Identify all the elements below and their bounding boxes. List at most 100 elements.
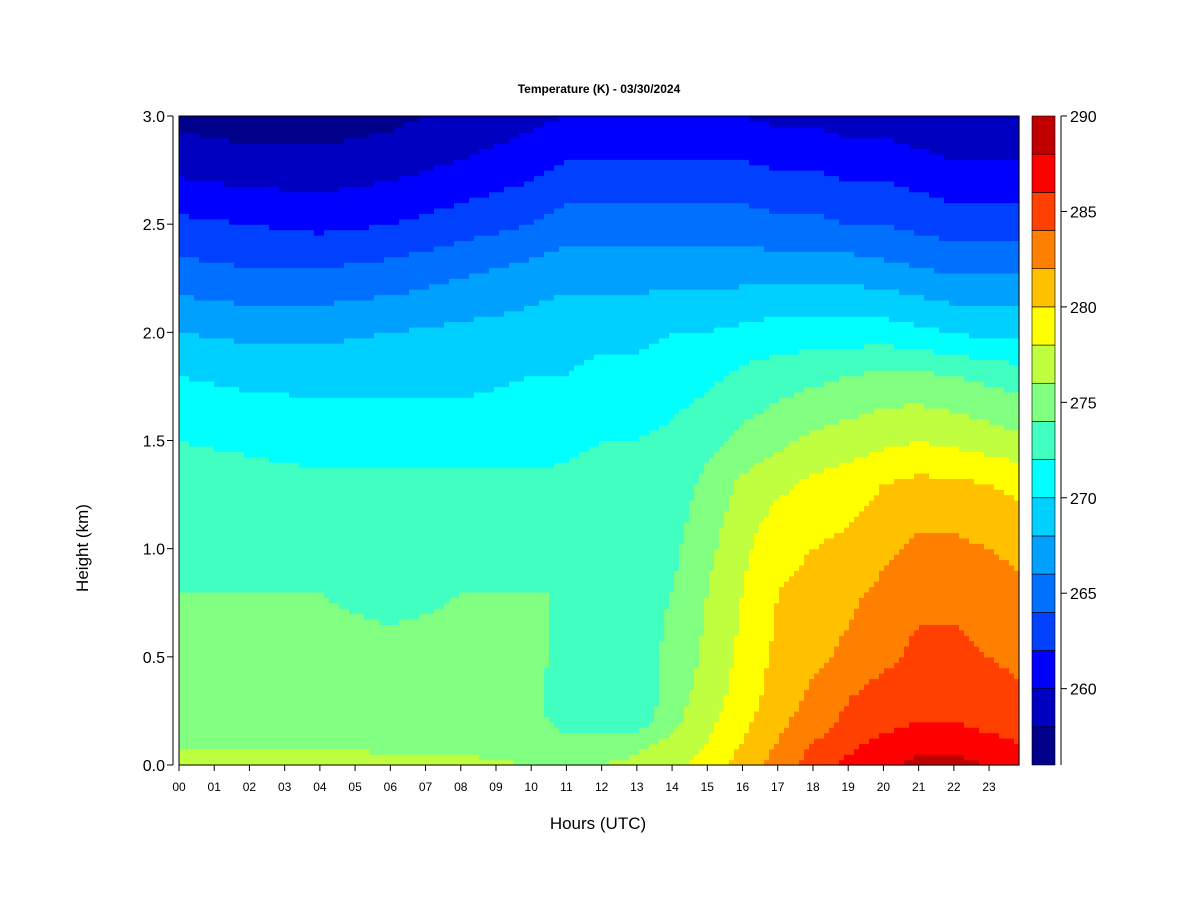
heatmap-cell xyxy=(204,430,210,436)
heatmap-cell xyxy=(239,403,245,409)
heatmap-cell xyxy=(339,365,345,371)
heatmap-cell xyxy=(359,678,365,684)
heatmap-cell xyxy=(339,186,345,192)
heatmap-cell xyxy=(234,749,240,755)
heatmap-cell xyxy=(209,662,215,668)
heatmap-cell xyxy=(379,154,385,160)
heatmap-cell xyxy=(339,392,345,398)
heatmap-cell xyxy=(229,370,235,376)
heatmap-cell xyxy=(229,327,235,333)
heatmap-cell xyxy=(354,219,360,225)
heatmap-cell xyxy=(349,322,355,328)
heatmap-cell xyxy=(214,230,220,236)
heatmap-cell xyxy=(319,554,325,560)
heatmap-cell xyxy=(289,484,295,490)
heatmap-cell xyxy=(239,311,245,317)
heatmap-cell xyxy=(339,289,345,295)
heatmap-cell xyxy=(309,559,315,565)
heatmap-cell xyxy=(214,565,220,571)
heatmap-cell xyxy=(274,121,280,127)
heatmap-cell xyxy=(359,619,365,625)
heatmap-cell xyxy=(239,619,245,625)
heatmap-cell xyxy=(274,700,280,706)
heatmap-cell xyxy=(309,213,315,219)
heatmap-cell xyxy=(229,159,235,165)
heatmap-cell xyxy=(319,116,325,122)
heatmap-cell xyxy=(244,121,250,127)
heatmap-cell xyxy=(279,468,285,474)
heatmap-cell xyxy=(289,549,295,555)
heatmap-cell xyxy=(214,203,220,209)
heatmap-cell xyxy=(249,316,255,322)
heatmap-cell xyxy=(219,673,225,679)
heatmap-cell xyxy=(284,727,290,733)
heatmap-cell xyxy=(239,630,245,636)
heatmap-cell xyxy=(314,457,320,463)
heatmap-cell xyxy=(309,673,315,679)
heatmap-cell xyxy=(254,587,260,593)
heatmap-cell xyxy=(339,468,345,474)
heatmap-cell xyxy=(299,689,305,695)
heatmap-cell xyxy=(179,603,185,609)
heatmap-cell xyxy=(324,386,330,392)
heatmap-cell xyxy=(289,657,295,663)
heatmap-cell xyxy=(309,451,315,457)
heatmap-cell xyxy=(304,462,310,468)
heatmap-cell xyxy=(184,408,190,414)
heatmap-cell xyxy=(324,294,330,300)
heatmap-cell xyxy=(269,662,275,668)
heatmap-cell xyxy=(379,338,385,344)
heatmap-cell xyxy=(379,462,385,468)
heatmap-cell xyxy=(369,549,375,555)
heatmap-cell xyxy=(264,505,270,511)
heatmap-cell xyxy=(344,500,350,506)
heatmap-cell xyxy=(309,273,315,279)
heatmap-cell xyxy=(279,457,285,463)
heatmap-cell xyxy=(349,457,355,463)
heatmap-cell xyxy=(334,230,340,236)
heatmap-cell xyxy=(264,603,270,609)
heatmap-cell xyxy=(314,673,320,679)
heatmap-cell xyxy=(249,262,255,268)
heatmap-cell xyxy=(369,441,375,447)
heatmap-cell xyxy=(249,186,255,192)
heatmap-cell xyxy=(324,581,330,587)
heatmap-cell xyxy=(349,159,355,165)
heatmap-cell xyxy=(244,170,250,176)
heatmap-cell xyxy=(284,559,290,565)
heatmap-cell xyxy=(209,624,215,630)
heatmap-cell xyxy=(384,559,390,565)
heatmap-cell xyxy=(379,489,385,495)
heatmap-cell xyxy=(339,349,345,355)
heatmap-cell xyxy=(244,257,250,263)
heatmap-cell xyxy=(209,186,215,192)
heatmap-cell xyxy=(364,527,370,533)
heatmap-cell xyxy=(294,646,300,652)
heatmap-cell xyxy=(254,581,260,587)
heatmap-cell xyxy=(314,511,320,517)
heatmap-cell xyxy=(384,651,390,657)
heatmap-cell xyxy=(329,700,335,706)
heatmap-cell xyxy=(374,462,380,468)
heatmap-cell xyxy=(319,651,325,657)
heatmap-cell xyxy=(334,262,340,268)
heatmap-cell xyxy=(309,532,315,538)
heatmap-cell xyxy=(224,738,230,744)
heatmap-cell xyxy=(254,619,260,625)
heatmap-cell xyxy=(259,495,265,501)
heatmap-cell xyxy=(359,224,365,230)
heatmap-cell xyxy=(194,722,200,728)
heatmap-cell xyxy=(279,354,285,360)
heatmap-cell xyxy=(294,441,300,447)
heatmap-cell xyxy=(229,749,235,755)
heatmap-cell xyxy=(234,554,240,560)
heatmap-cell xyxy=(314,668,320,674)
heatmap-cell xyxy=(334,424,340,430)
heatmap-cell xyxy=(184,624,190,630)
heatmap-cell xyxy=(314,397,320,403)
heatmap-cell xyxy=(349,549,355,555)
heatmap-cell xyxy=(324,121,330,127)
heatmap-cell xyxy=(374,641,380,647)
heatmap-cell xyxy=(274,484,280,490)
heatmap-cell xyxy=(179,587,185,593)
